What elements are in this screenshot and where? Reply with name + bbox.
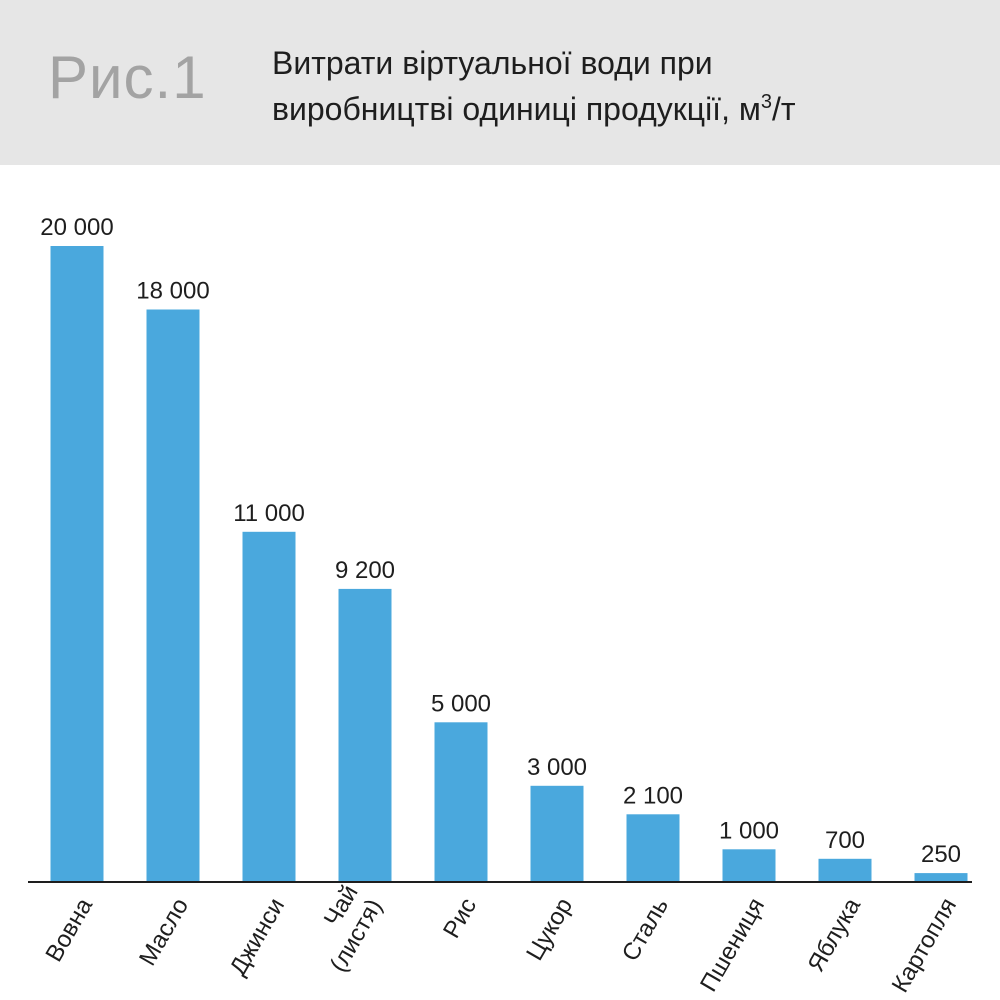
category-label: Пшениця xyxy=(695,894,770,997)
bar-value-label: 1 000 xyxy=(719,817,779,844)
bar-value-label: 20 000 xyxy=(40,214,113,241)
chart-title-line-2: виробництві одиниці продукції, м3/т xyxy=(272,86,796,132)
chart-header: Рис.1 Витрати віртуальної води при вироб… xyxy=(0,0,1000,165)
category-label: Джинси xyxy=(225,894,291,981)
category-labels-group: Вовна Масло Джинси Чай(листя) Рис Цукор Сталь П… xyxy=(40,881,962,998)
bars-group xyxy=(50,246,968,882)
bar xyxy=(50,246,104,881)
value-labels-group: 20 000 18 000 11 000 9 200 5 000 3 000 2 100 1 … xyxy=(40,214,961,868)
chart-title-line-2-text: виробництві одиниці продукції, м xyxy=(272,91,761,127)
bar-value-label: 2 100 xyxy=(623,782,683,809)
category-label: Цукор xyxy=(521,894,578,966)
category-label: Вовна xyxy=(40,893,98,967)
bar xyxy=(146,309,200,881)
chart-title-unit-exponent: 3 xyxy=(760,91,772,113)
figure-label: Рис.1 xyxy=(48,44,207,111)
bar xyxy=(530,785,584,882)
bar xyxy=(242,531,296,882)
category-label: Чай(листя) xyxy=(301,881,388,977)
bar xyxy=(722,849,776,882)
bar xyxy=(818,858,872,881)
chart-title-unit-suffix: /т xyxy=(771,91,796,127)
bar-value-label: 11 000 xyxy=(233,500,305,527)
bar-value-label: 3 000 xyxy=(527,754,587,781)
category-label: Рис xyxy=(438,894,482,943)
bar xyxy=(338,588,392,881)
category-label: Картопля xyxy=(887,894,962,998)
bar-value-label: 18 000 xyxy=(136,278,209,305)
category-label: Яблука xyxy=(803,893,867,977)
chart-title: Витрати віртуальної води при виробництві… xyxy=(272,40,796,132)
category-label: Масло xyxy=(134,894,194,971)
bar-value-label: 700 xyxy=(825,827,865,854)
bar xyxy=(626,814,680,881)
chart-title-line-1: Витрати віртуальної води при xyxy=(272,45,713,81)
category-label: Сталь xyxy=(617,894,674,966)
bar-value-label: 5 000 xyxy=(431,690,491,717)
bar-value-label: 250 xyxy=(921,841,961,868)
bar xyxy=(434,722,488,882)
bar-value-label: 9 200 xyxy=(335,557,395,584)
bar xyxy=(914,873,968,881)
